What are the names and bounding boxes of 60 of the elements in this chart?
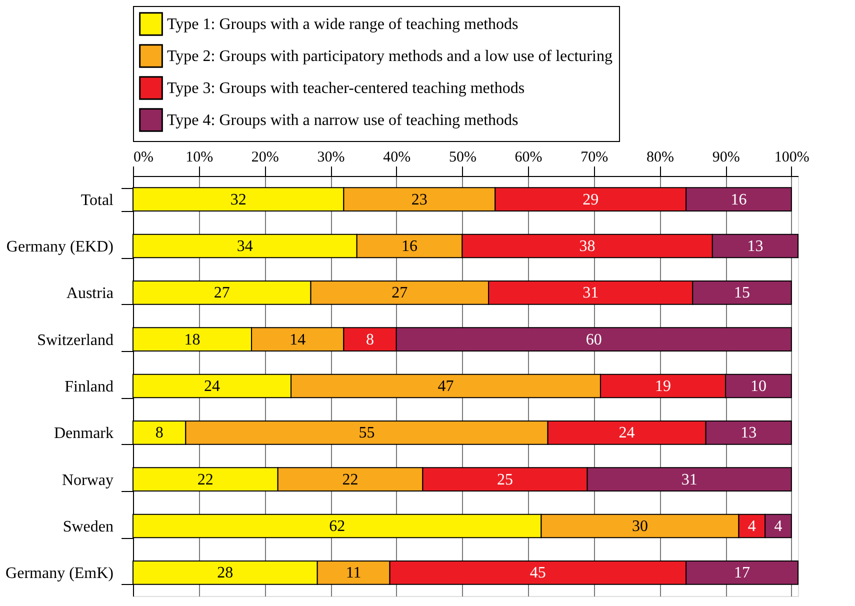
y-tick-label: Germany (EmK) xyxy=(6,565,114,582)
x-tick-label: 90% xyxy=(712,150,740,166)
data-label: 4 xyxy=(748,518,756,535)
x-tick-label: 10% xyxy=(186,150,214,166)
data-label: 17 xyxy=(734,564,750,582)
data-label: 25 xyxy=(497,471,514,488)
y-tick-label: Germany (EKD) xyxy=(6,238,114,256)
legend-label: Type 4: Groups with a narrow use of teaching methods xyxy=(167,112,518,129)
data-label: 47 xyxy=(438,378,454,395)
y-tick-label: Finland xyxy=(64,378,114,396)
data-label: 19 xyxy=(655,378,672,395)
data-label: 8 xyxy=(155,424,164,442)
x-tick-label: 0% xyxy=(134,150,154,166)
data-label: 27 xyxy=(392,284,408,302)
y-tick-label: Norway xyxy=(62,472,114,489)
y-tick-label: Sweden xyxy=(62,518,114,536)
data-label: 34 xyxy=(236,238,253,255)
y-tick-label: Austria xyxy=(66,285,114,302)
y-tick-label: Total xyxy=(80,192,114,209)
y-tick-label: Switzerland xyxy=(37,332,114,349)
x-tick-label: 30% xyxy=(317,150,345,166)
data-label: 13 xyxy=(747,238,764,255)
x-tick-label: 60% xyxy=(514,150,542,166)
data-label: 11 xyxy=(346,564,362,582)
data-label: 23 xyxy=(411,191,428,208)
data-label: 18 xyxy=(184,331,200,348)
data-label: 38 xyxy=(579,238,596,255)
y-tick-label: Denmark xyxy=(54,425,114,442)
data-label: 55 xyxy=(358,424,375,442)
data-label: 31 xyxy=(582,284,599,302)
x-tick-label: 100% xyxy=(774,150,810,166)
data-label: 28 xyxy=(217,564,234,582)
data-label: 31 xyxy=(681,471,698,488)
x-tick-label: 80% xyxy=(646,150,674,166)
x-tick-label: 20% xyxy=(251,150,279,166)
legend-label: Type 1: Groups with a wide range of teaching methods xyxy=(167,16,518,33)
data-label: 4 xyxy=(774,518,782,535)
x-tick-label: 70% xyxy=(580,150,608,166)
data-label: 22 xyxy=(342,471,358,488)
data-label: 62 xyxy=(329,518,346,535)
data-label: 32 xyxy=(230,191,246,208)
data-label: 15 xyxy=(734,284,750,302)
data-label: 22 xyxy=(197,471,214,488)
x-tick-label: 40% xyxy=(383,150,411,166)
data-label: 24 xyxy=(618,424,635,442)
data-label: 45 xyxy=(530,564,546,582)
data-label: 27 xyxy=(214,284,230,302)
data-label: 10 xyxy=(750,378,766,395)
legend-label: Type 3: Groups with teacher-centered teaching methods xyxy=(167,80,525,97)
data-label: 24 xyxy=(204,378,220,395)
x-tick-label: 50% xyxy=(448,150,476,166)
data-label: 8 xyxy=(366,331,374,348)
legend-label: Type 2: Groups with participatory methods and a low use of lecturing xyxy=(167,48,612,65)
data-label: 29 xyxy=(582,191,599,208)
data-label: 30 xyxy=(632,518,648,535)
data-label: 16 xyxy=(402,238,418,255)
data-label: 16 xyxy=(730,191,747,208)
data-label: 14 xyxy=(290,331,306,348)
data-label: 13 xyxy=(740,424,757,442)
data-label: 60 xyxy=(586,331,602,348)
